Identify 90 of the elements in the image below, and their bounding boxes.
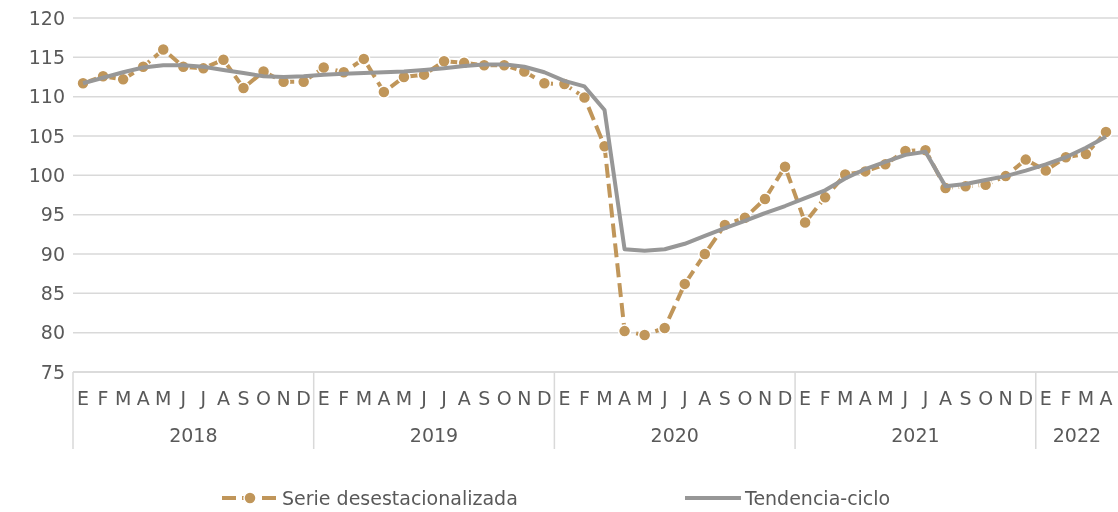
x-tick-label: A	[216, 387, 230, 409]
y-tick-label: 85	[40, 281, 65, 304]
y-tick-label: 95	[40, 203, 65, 226]
point	[798, 215, 812, 230]
x-tick-label: A	[698, 387, 712, 409]
x-tick-label: D	[1018, 387, 1034, 409]
x-tick-label: S	[718, 387, 731, 409]
point	[818, 190, 832, 205]
point	[437, 54, 451, 69]
x-tick-label: D	[777, 387, 793, 409]
x-tick-label: F	[819, 387, 831, 409]
x-tick-label: F	[97, 387, 109, 409]
x-tick-label: M	[155, 387, 172, 409]
x-tick-label: N	[517, 387, 532, 409]
x-tick-label: O	[496, 387, 512, 409]
x-tick-label: E	[77, 387, 90, 409]
x-tick-label: F	[579, 387, 590, 409]
x-tick-label: M	[877, 387, 894, 409]
x-tick-label: D	[296, 387, 311, 409]
x-tick-label: A	[1099, 387, 1113, 409]
x-tick-label: A	[457, 387, 471, 409]
point	[236, 81, 251, 95]
point	[758, 192, 772, 206]
x-tick-label: S	[478, 387, 491, 409]
point	[377, 85, 391, 99]
x-tick-label: J	[199, 387, 207, 409]
x-tick-label: F	[1060, 387, 1072, 409]
text: 2020	[650, 424, 699, 446]
point	[678, 277, 692, 291]
point	[577, 90, 592, 105]
text: 2019	[409, 424, 459, 446]
legend-label: Serie desestacionalizada	[282, 486, 518, 509]
point	[657, 321, 672, 335]
text: 2022	[1052, 424, 1102, 446]
x-tick-label: A	[618, 387, 632, 409]
x-tick-label: N	[757, 387, 773, 409]
x-tick-label: E	[317, 387, 330, 409]
x-tick-label: O	[256, 387, 272, 409]
point	[156, 42, 171, 57]
y-tick-label: 100	[28, 163, 65, 186]
x-tick-label: J	[901, 387, 909, 409]
legend-label: Tendencia-ciclo	[744, 486, 891, 509]
point	[1018, 152, 1033, 167]
x-tick-label: M	[355, 387, 373, 409]
point	[778, 159, 792, 174]
point	[216, 52, 231, 67]
x-tick-label: S	[959, 387, 972, 409]
x-tick-label: A	[136, 387, 150, 409]
x-tick-label: M	[596, 387, 613, 409]
text: 2021	[891, 424, 940, 446]
x-tick-label: A	[377, 387, 391, 409]
x-tick-label: E	[1039, 387, 1052, 409]
x-tick-label: F	[338, 387, 350, 409]
y-tick-label: 80	[40, 321, 65, 344]
x-tick-label: M	[114, 387, 132, 409]
point	[357, 52, 371, 66]
x-tick-label: J	[420, 387, 427, 409]
point	[637, 328, 652, 342]
point	[116, 72, 130, 87]
y-tick-label: 120	[28, 6, 65, 29]
x-tick-label: A	[939, 387, 953, 409]
point	[316, 60, 331, 75]
x-tick-label: M	[636, 387, 653, 409]
text: 2018	[169, 424, 218, 446]
x-tick-label: J	[921, 387, 929, 409]
y-tick-label: 75	[40, 360, 65, 383]
x-tick-label: D	[537, 387, 552, 409]
y-tick-label: 90	[40, 242, 65, 265]
x-tick-label: S	[237, 387, 250, 409]
x-tick-label: O	[978, 387, 994, 409]
y-tick-label: 115	[28, 45, 65, 68]
point	[698, 247, 712, 261]
point	[537, 76, 552, 91]
x-tick-label: O	[737, 387, 753, 409]
x-tick-label: N	[276, 387, 291, 409]
x-tick-label: E	[558, 387, 571, 409]
point	[617, 324, 632, 338]
point	[1099, 125, 1113, 139]
x-tick-label: J	[440, 387, 447, 409]
x-tick-label: M	[395, 387, 413, 409]
x-tick-label: J	[680, 387, 688, 409]
y-tick-label: 105	[28, 124, 65, 147]
x-tick-label: A	[858, 387, 872, 409]
y-tick-label: 110	[28, 85, 65, 108]
x-tick-label: J	[660, 387, 668, 409]
x-tick-label: N	[998, 387, 1013, 409]
x-tick-label: M	[1077, 387, 1095, 409]
x-tick-label: E	[799, 387, 812, 409]
x-tick-label: M	[837, 387, 854, 409]
x-tick-label: J	[179, 387, 187, 409]
